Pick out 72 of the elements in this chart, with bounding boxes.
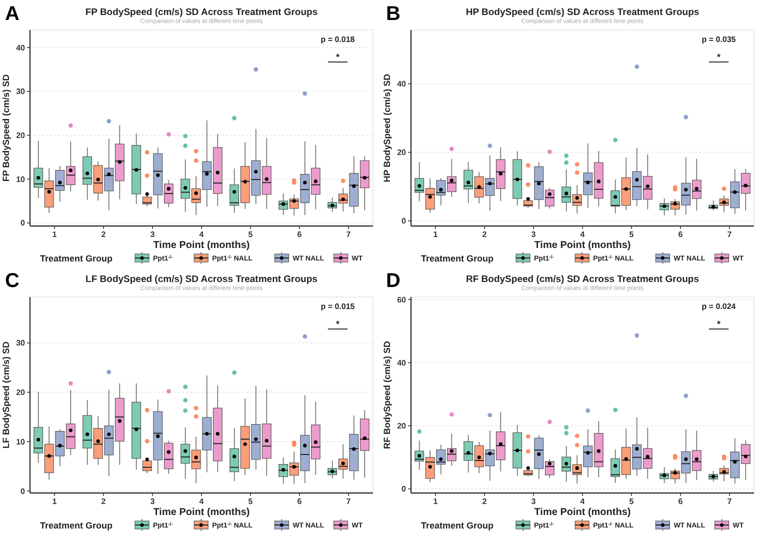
x-tick-label: 4 — [580, 230, 586, 239]
annotation: * — [716, 52, 721, 62]
x-tick-label: 7 — [346, 497, 352, 506]
x-tick-label: 3 — [531, 497, 536, 506]
x-tick-label: 6 — [678, 497, 684, 506]
x-tick-label: 4 — [580, 497, 586, 506]
annotation: p = 0.035 — [702, 35, 736, 44]
x-tick-label: 1 — [433, 230, 438, 239]
x-axis-title: Time Point (months) — [153, 240, 250, 251]
x-tick-label: 7 — [727, 497, 732, 506]
x-tick-label: 2 — [101, 230, 106, 239]
legend-title: Treatment Group — [40, 254, 114, 264]
x-tick-label: 2 — [482, 230, 488, 239]
x-axis-title: Time Point (months) — [534, 507, 631, 518]
x-tick-label: 5 — [629, 230, 634, 239]
annotation: p = 0.018 — [320, 35, 356, 44]
x-axis-title: Time Point (months) — [153, 507, 250, 518]
annotation: * — [336, 319, 340, 329]
y-tick-label: 10 — [16, 437, 26, 446]
legend-title: Treatment Group — [421, 520, 494, 530]
annotation: p = 0.024 — [702, 302, 736, 311]
y-tick-label: 20 — [397, 148, 407, 158]
x-tick-label: 5 — [629, 497, 634, 506]
y-tick-label: 0 — [20, 218, 26, 228]
y-tick-label: 20 — [397, 422, 407, 431]
y-axis-title: FP BodySpeed (cm/s) SD — [1, 74, 11, 182]
chart-title: FP BodySpeed (cm/s) SD Across Treatment Groups — [85, 7, 318, 18]
y-tick-label: 40 — [397, 80, 407, 89]
x-tick-label: 5 — [248, 497, 254, 506]
y-tick-label: 0 — [402, 216, 407, 226]
x-tick-label: 3 — [150, 230, 156, 239]
x-tick-label: 2 — [101, 497, 106, 506]
x-tick-label: 4 — [199, 230, 204, 239]
text: B — [386, 3, 400, 25]
legend-title: Treatment Group — [40, 520, 114, 530]
chart-title: LF BodySpeed (cm/s) SD Across Treatment Groups — [86, 274, 318, 285]
y-tick-label: 10 — [16, 174, 26, 184]
x-tick-label: 4 — [199, 497, 204, 506]
x-tick-label: 1 — [433, 497, 438, 506]
legend-title: Treatment Group — [421, 254, 494, 264]
x-tick-label: 6 — [297, 497, 302, 506]
annotation: p = 0.015 — [320, 302, 356, 311]
text: C — [5, 270, 20, 292]
x-tick-label: 1 — [52, 230, 58, 239]
chart-title: RF BodySpeed (cm/s) SD Across Treatment Groups — [466, 274, 699, 285]
text: A — [5, 3, 20, 25]
x-tick-label: 2 — [482, 497, 488, 506]
x-tick-label: 7 — [346, 230, 352, 239]
y-axis-title: RF BodySpeed (cm/s) SD — [382, 340, 392, 450]
y-tick-label: 60 — [397, 295, 407, 304]
x-tick-label: 3 — [531, 230, 536, 239]
text: D — [386, 270, 400, 292]
x-axis-title: Time Point (months) — [534, 240, 631, 251]
y-tick-label: 0 — [402, 484, 407, 494]
y-tick-label: 30 — [16, 338, 26, 348]
y-tick-label: 0 — [20, 486, 26, 496]
x-tick-label: 5 — [248, 230, 254, 239]
x-tick-label: 6 — [678, 230, 684, 239]
y-tick-label: 20 — [16, 388, 26, 398]
chart-title: HP BodySpeed (cm/s) SD Across Treatment Groups — [466, 7, 700, 18]
annotation: * — [336, 52, 340, 62]
y-tick-label: 30 — [16, 87, 26, 96]
y-axis-title: LF BodySpeed (cm/s) SD — [1, 340, 11, 449]
y-axis-title: HP BodySpeed (cm/s) SD — [382, 73, 392, 182]
x-tick-label: 6 — [297, 230, 302, 239]
y-tick-label: 20 — [16, 131, 26, 140]
y-tick-label: 40 — [16, 43, 26, 52]
annotation: * — [716, 319, 721, 329]
x-tick-label: 3 — [150, 497, 156, 506]
y-tick-label: 40 — [397, 358, 407, 368]
x-tick-label: 1 — [52, 497, 58, 506]
x-tick-label: 7 — [727, 230, 732, 239]
